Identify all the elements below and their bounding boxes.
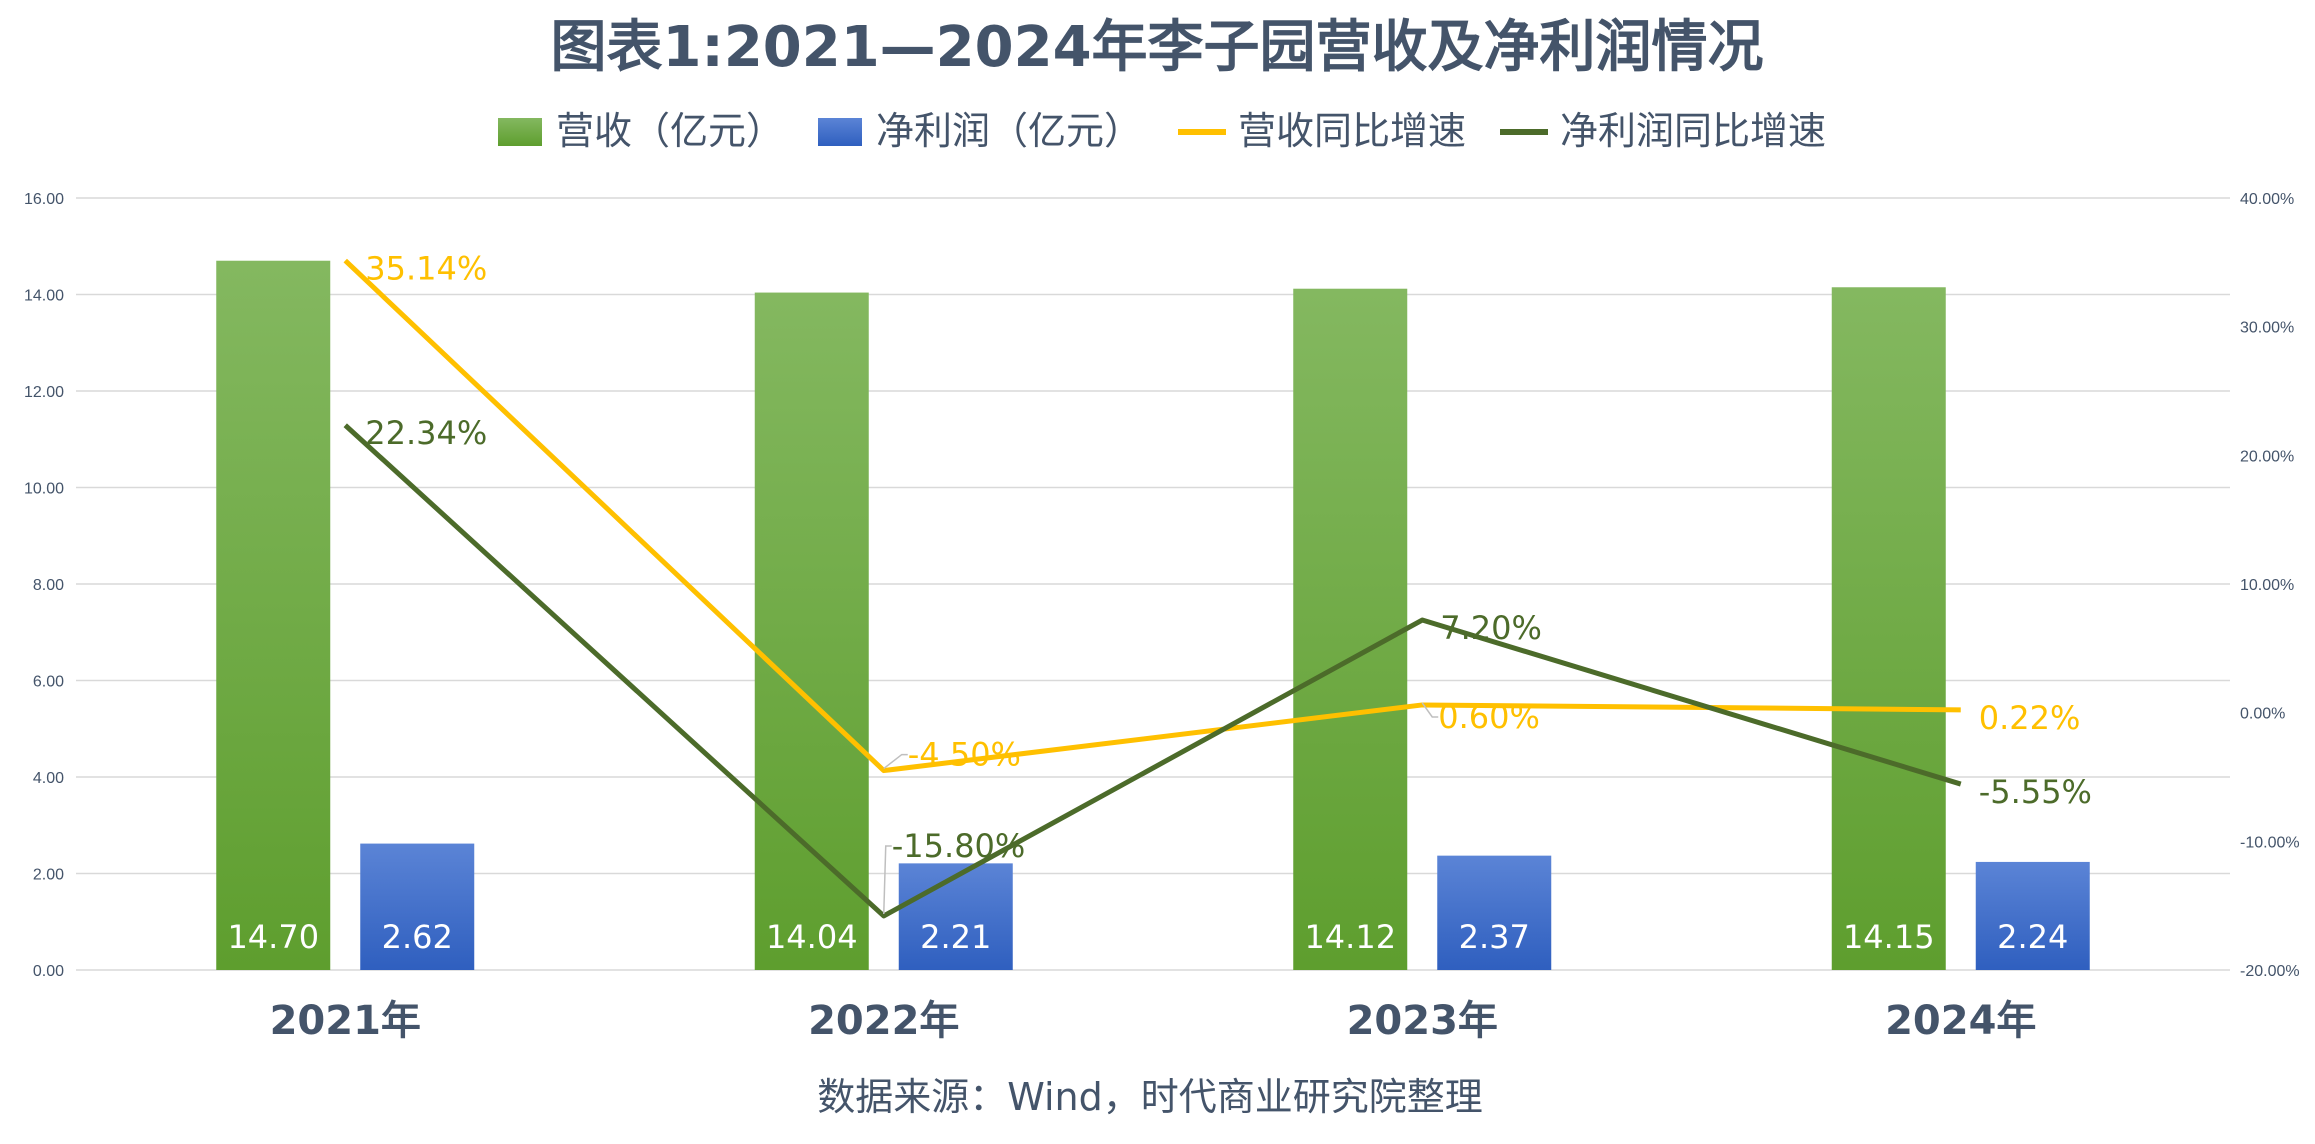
- legend-label-revenue-growth: 营收同比增速: [1238, 109, 1466, 153]
- line-revenue-growth: [343, 258, 1961, 774]
- line-net-profit-growth-value-label: 22.34%: [365, 414, 487, 452]
- y-axis-left: 0.00 2.00 4.00 6.00 8.00 10.00 12.00 14.00 16.00: [24, 191, 64, 980]
- legend-label-net-profit-growth: 净利润同比增速: [1560, 109, 1826, 153]
- bar-revenue-value-label: 14.15: [1843, 918, 1935, 956]
- source-note: 数据来源：Wind，时代商业研究院整理: [817, 1075, 1483, 1119]
- line-net-profit-growth-value-label: -15.80%: [892, 827, 1026, 865]
- legend-swatch-net-profit: [818, 118, 862, 146]
- line-revenue-growth-value-label: 35.14%: [365, 250, 487, 288]
- y-left-tick-label: 12.00: [24, 384, 64, 401]
- legend-label-net-profit: 净利润（亿元）: [876, 109, 1142, 153]
- line-net-profit-growth-value-label: -5.55%: [1979, 773, 2092, 811]
- bar-revenue-value-label: 14.12: [1304, 918, 1396, 956]
- bar-net-profit: [1437, 855, 1552, 970]
- line-revenue-growth-value-label: 0.60%: [1438, 698, 1540, 736]
- bars: 14.70 14.04 14.12 14.15 2.62 2.21 2.37 2.24: [216, 260, 2090, 971]
- line-revenue-growth-leader: [1421, 702, 1439, 718]
- bar-net-profit: [898, 863, 1013, 970]
- y-left-tick-label: 6.00: [33, 674, 64, 691]
- y-left-tick-label: 4.00: [33, 770, 64, 787]
- bar-revenue: [754, 292, 869, 970]
- line-revenue-growth-value-label: 0.22%: [1979, 699, 2081, 737]
- chart-title: 图表1:2021—2024年李子园营收及净利润情况: [550, 15, 1763, 80]
- legend-label-revenue: 营收（亿元）: [556, 109, 784, 153]
- y-left-tick-label: 0.00: [33, 963, 64, 980]
- x-category-label: 2023年: [1347, 998, 1498, 1044]
- line-net-profit-growth: [343, 423, 1962, 919]
- y-right-tick-label: 20.00%: [2240, 448, 2294, 465]
- y-right-tick-label: 10.00%: [2240, 577, 2294, 594]
- y-right-tick-label: 30.00%: [2240, 320, 2294, 337]
- y-left-tick-label: 8.00: [33, 577, 64, 594]
- bar-net-profit-value-label: 2.37: [1459, 918, 1530, 956]
- legend-swatch-revenue: [498, 118, 542, 146]
- legend: 营收（亿元） 净利润（亿元） 营收同比增速 净利润同比增速: [498, 109, 1826, 153]
- x-category-label: 2022年: [808, 998, 959, 1044]
- x-category-label: 2024年: [1885, 998, 2036, 1044]
- bar-revenue: [1831, 287, 1946, 970]
- y-left-tick-label: 16.00: [24, 191, 64, 208]
- bar-revenue-value-label: 14.70: [227, 918, 319, 956]
- line-revenue-growth-leader: [883, 753, 908, 770]
- y-left-tick-label: 14.00: [24, 288, 64, 305]
- bar-net-profit: [360, 843, 475, 970]
- bar-revenue: [1293, 288, 1408, 971]
- y-right-tick-label: 0.00%: [2240, 706, 2285, 723]
- x-category-label: 2021年: [270, 998, 421, 1044]
- line-revenue-growth-value-label: -4.50%: [908, 736, 1021, 774]
- y-right-tick-label: 40.00%: [2240, 191, 2294, 208]
- bar-revenue-value-label: 14.04: [766, 918, 858, 956]
- bar-net-profit-value-label: 2.24: [1997, 918, 2068, 956]
- line-net-profit-growth-leader: [883, 845, 892, 914]
- y-left-tick-label: 2.00: [33, 867, 64, 884]
- y-right-tick-label: -20.00%: [2240, 963, 2300, 980]
- bar-net-profit-value-label: 2.21: [920, 918, 991, 956]
- x-axis-categories: 2021年 2022年 2023年 2024年: [270, 998, 2037, 1044]
- bar-revenue: [216, 260, 331, 971]
- growth-lines: 35.14% -4.50% 0.60% 0.22% 22.34% -15.80% 7.20%…: [343, 250, 2092, 919]
- line-net-profit-growth-value-label: 7.20%: [1440, 609, 1542, 647]
- y-right-tick-label: -10.00%: [2240, 834, 2300, 851]
- bar-net-profit-value-label: 2.62: [382, 918, 453, 956]
- y-left-tick-label: 10.00: [24, 481, 64, 498]
- bar-net-profit: [1975, 861, 2090, 970]
- y-axis-right: -20.00% -10.00% 0.00% 10.00% 20.00% 30.00% 40.…: [2240, 191, 2300, 980]
